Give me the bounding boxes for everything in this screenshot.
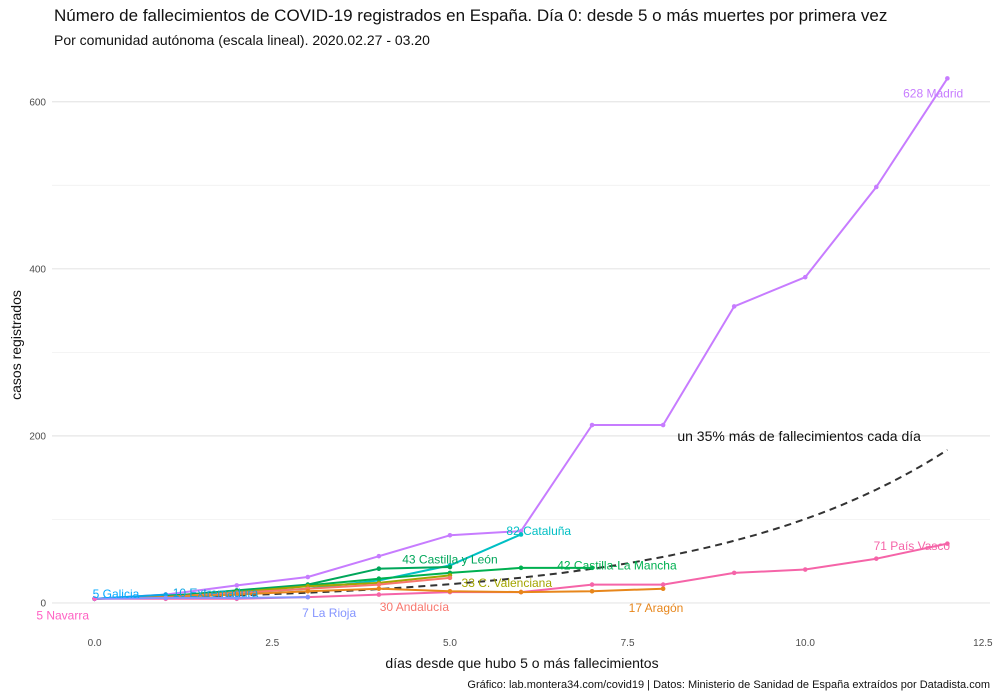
data-point-pais-vasco bbox=[660, 582, 666, 587]
data-point-madrid bbox=[376, 553, 382, 559]
chart-caption: Gráfico: lab.montera34.com/covid19 | Dat… bbox=[467, 679, 990, 691]
data-point-pais-vasco bbox=[589, 582, 595, 587]
data-point-castilla-y-leon bbox=[447, 564, 453, 570]
series-lines bbox=[92, 76, 950, 602]
y-tick-label: 600 bbox=[29, 97, 46, 108]
data-point-madrid bbox=[518, 528, 524, 534]
series-label-extremadura: 10 Extremadura bbox=[173, 586, 259, 600]
x-tick-label: 5.0 bbox=[443, 638, 457, 649]
series-line-madrid bbox=[94, 77, 949, 600]
data-point-pais-vasco bbox=[874, 556, 879, 561]
data-point-cataluna bbox=[518, 532, 524, 537]
data-point-madrid bbox=[874, 184, 879, 190]
x-tick-label: 0.0 bbox=[88, 638, 102, 649]
series-label-cataluna: 82 Cataluña bbox=[506, 524, 571, 538]
reference-growth-label: un 35% más de fallecimientos cada día bbox=[677, 428, 921, 444]
data-point-pais-vasco bbox=[376, 592, 382, 597]
series-label-castilla-y-leon: 43 Castilla y León bbox=[402, 553, 497, 567]
data-point-andalucia bbox=[447, 575, 453, 581]
data-point-pais-vasco bbox=[802, 567, 808, 572]
data-point-aragon bbox=[660, 586, 666, 592]
series-labels: 628 Madrid 82 Cataluña 42 Castilla-La Manc… bbox=[36, 86, 963, 622]
data-point-madrid bbox=[234, 583, 240, 588]
data-point-castilla-la-mancha bbox=[376, 576, 382, 582]
series-label-pais-vasco: 71 País Vasco bbox=[874, 539, 951, 553]
y-tick-label: 0 bbox=[40, 598, 46, 609]
data-point-andalucia bbox=[376, 582, 382, 587]
data-point-madrid bbox=[589, 422, 595, 428]
data-point-la-rioja bbox=[305, 594, 311, 600]
chart-subtitle: Por comunidad autónoma (escala lineal). … bbox=[54, 32, 430, 48]
data-point-la-rioja bbox=[163, 595, 168, 601]
series-label-c-valenciana: 33 C. Valenciana bbox=[462, 576, 553, 590]
data-point-aragon bbox=[305, 588, 311, 594]
grid-lines bbox=[52, 101, 990, 604]
data-point-madrid bbox=[731, 304, 737, 309]
data-point-aragon bbox=[376, 586, 382, 592]
data-point-navarra bbox=[92, 596, 97, 602]
reference-curve: un 35% más de fallecimientos cada día bbox=[94, 428, 948, 600]
chart-title: Número de fallecimientos de COVID-19 reg… bbox=[54, 6, 888, 25]
series-label-navarra: 5 Navarra bbox=[36, 608, 89, 622]
data-point-aragon bbox=[518, 589, 524, 595]
series-line-la-rioja bbox=[94, 596, 308, 600]
x-tick-label: 12.5 bbox=[973, 638, 993, 649]
data-point-castilla-la-mancha bbox=[518, 565, 524, 571]
data-point-madrid bbox=[945, 76, 950, 81]
data-point-pais-vasco bbox=[731, 570, 737, 576]
data-point-castilla-y-leon bbox=[376, 566, 382, 571]
tick-labels: 0 200 400 600 0.0 2.5 5.0 7.5 10.0 12.5 bbox=[29, 97, 993, 649]
data-point-pais-vasco bbox=[945, 541, 950, 546]
data-point-madrid bbox=[447, 532, 453, 538]
data-point-aragon bbox=[234, 592, 240, 597]
series-label-castilla-la-mancha: 42 Castilla-La Mancha bbox=[557, 558, 677, 572]
data-point-la-rioja bbox=[234, 595, 240, 601]
x-tick-label: 2.5 bbox=[265, 638, 279, 649]
data-point-aragon bbox=[447, 588, 453, 594]
y-tick-label: 200 bbox=[29, 431, 46, 442]
y-axis-label: casos registrados bbox=[8, 290, 24, 400]
x-tick-label: 7.5 bbox=[621, 638, 635, 649]
data-point-castilla-la-mancha bbox=[589, 565, 595, 571]
series-label-andalucia: 30 Andalucía bbox=[380, 600, 450, 614]
series-label-aragon: 17 Aragón bbox=[629, 601, 684, 615]
data-point-madrid bbox=[660, 422, 666, 428]
series-label-la-rioja: 7 La Rioja bbox=[302, 606, 356, 620]
y-tick-label: 400 bbox=[29, 264, 46, 275]
data-point-madrid bbox=[305, 574, 311, 580]
data-point-madrid bbox=[802, 274, 808, 280]
series-label-madrid: 628 Madrid bbox=[903, 86, 963, 100]
data-point-aragon bbox=[589, 588, 595, 594]
series-label-galicia: 5 Galicia bbox=[93, 587, 140, 601]
x-tick-label: 10.0 bbox=[796, 638, 816, 649]
x-axis-label: días desde que hubo 5 o más fallecimient… bbox=[385, 655, 658, 671]
data-point-extremadura bbox=[163, 592, 168, 597]
